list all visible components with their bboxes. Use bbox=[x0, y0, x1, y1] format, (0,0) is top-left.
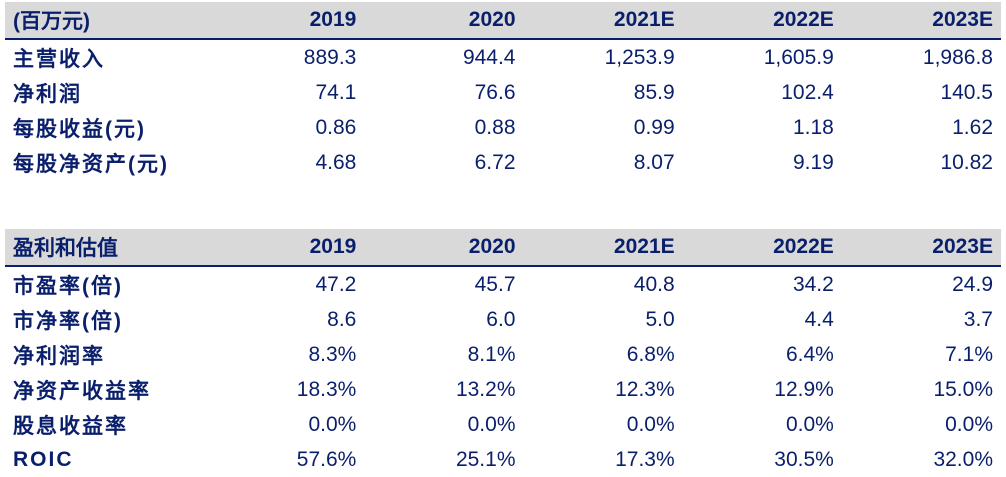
table-cell: 944.4 bbox=[462, 45, 516, 69]
table-row: 股息收益率 0.0% 0.0% 0.0% 0.0% 0.0% bbox=[5, 407, 1001, 442]
header-year-2022e: 2022E bbox=[682, 2, 842, 40]
row-label: 净利润率 bbox=[13, 344, 105, 368]
table-row: 净资产收益率 18.3% 13.2% 12.3% 12.9% 15.0% bbox=[5, 372, 1001, 407]
header-year-2019: 2019 bbox=[205, 229, 365, 267]
financial-forecast-table: (百万元) 2019 2020 2021E 2022E 2023E 主营收入 8… bbox=[5, 2, 1001, 180]
table-cell: 24.9 bbox=[952, 272, 993, 296]
table-row: 市盈率(倍) 47.2 45.7 40.8 34.2 24.9 bbox=[5, 266, 1001, 302]
table-cell: 18.3% bbox=[296, 377, 357, 401]
table-cell: 102.4 bbox=[781, 80, 834, 104]
table-cell: 12.3% bbox=[615, 377, 675, 401]
table-row: 每股收益(元) 0.86 0.88 0.99 1.18 1.62 bbox=[5, 110, 1001, 145]
table-cell: 47.2 bbox=[315, 272, 357, 296]
header-year-2023e: 2023E bbox=[841, 2, 1001, 40]
row-label: 每股收益(元) bbox=[13, 117, 146, 141]
table-cell: 1.18 bbox=[792, 115, 834, 139]
table-cell: 8.07 bbox=[633, 150, 675, 174]
table-cell: 0.88 bbox=[474, 115, 516, 139]
table-cell: 10.82 bbox=[940, 150, 993, 174]
table-cell: 7.1% bbox=[945, 342, 993, 366]
table-cell: 9.19 bbox=[792, 150, 834, 174]
table-cell: 889.3 bbox=[303, 45, 357, 69]
table-cell: 1,605.9 bbox=[763, 45, 834, 69]
table-cell: 25.1% bbox=[455, 447, 516, 471]
table-cell: 0.0% bbox=[467, 412, 516, 436]
table-cell: 40.8 bbox=[633, 272, 675, 296]
row-label: 市盈率(倍) bbox=[13, 274, 123, 298]
table-cell: 0.0% bbox=[626, 412, 675, 436]
table-cell: 1,253.9 bbox=[604, 45, 675, 69]
table-row: 净利润 74.1 76.6 85.9 102.4 140.5 bbox=[5, 75, 1001, 110]
table-cell: 32.0% bbox=[933, 447, 993, 471]
table-cell: 4.4 bbox=[804, 307, 834, 331]
table-cell: 0.0% bbox=[308, 412, 357, 436]
table-cell: 76.6 bbox=[474, 80, 516, 104]
table-cell: 74.1 bbox=[315, 80, 357, 104]
table-cell: 8.1% bbox=[467, 342, 516, 366]
table-cell: 4.68 bbox=[315, 150, 357, 174]
header-year-2019: 2019 bbox=[205, 2, 365, 40]
table-cell: 8.3% bbox=[308, 342, 357, 366]
header-year-2022e: 2022E bbox=[682, 229, 842, 267]
header-unit: (百万元) bbox=[5, 2, 206, 40]
table-cell: 0.86 bbox=[315, 115, 357, 139]
table-cell: 1,986.8 bbox=[922, 45, 993, 69]
table-cell: 3.7 bbox=[963, 307, 993, 331]
table-cell: 6.0 bbox=[486, 307, 516, 331]
table-cell: 0.0% bbox=[785, 412, 834, 436]
table-cell: 12.9% bbox=[774, 377, 834, 401]
table-header-row: (百万元) 2019 2020 2021E 2022E 2023E bbox=[5, 2, 1001, 40]
table-cell: 17.3% bbox=[615, 447, 675, 471]
table-row: 市净率(倍) 8.6 6.0 5.0 4.4 3.7 bbox=[5, 302, 1001, 337]
table-cell: 6.72 bbox=[474, 150, 516, 174]
row-label: 净利润 bbox=[13, 82, 82, 106]
table-cell: 34.2 bbox=[792, 272, 834, 296]
table-cell: 6.4% bbox=[785, 342, 834, 366]
table-cell: 85.9 bbox=[633, 80, 675, 104]
table-cell: 1.62 bbox=[952, 115, 993, 139]
valuation-table: 盈利和估值 2019 2020 2021E 2022E 2023E 市盈率(倍)… bbox=[5, 229, 1001, 477]
header-section-title: 盈利和估值 bbox=[5, 229, 206, 267]
table-header-row: 盈利和估值 2019 2020 2021E 2022E 2023E bbox=[5, 229, 1001, 267]
row-label: ROIC bbox=[13, 447, 74, 471]
header-year-2021e: 2021E bbox=[523, 229, 683, 267]
row-label: 主营收入 bbox=[13, 47, 105, 71]
row-label: 股息收益率 bbox=[13, 414, 128, 438]
table-cell: 15.0% bbox=[933, 377, 993, 401]
table-row: ROIC 57.6% 25.1% 17.3% 30.5% 32.0% bbox=[5, 442, 1001, 477]
table-cell: 140.5 bbox=[940, 80, 993, 104]
table-row: 主营收入 889.3 944.4 1,253.9 1,605.9 1,986.8 bbox=[5, 39, 1001, 75]
table-cell: 57.6% bbox=[296, 447, 357, 471]
table-cell: 6.8% bbox=[626, 342, 675, 366]
header-year-2020: 2020 bbox=[364, 2, 524, 40]
header-year-2020: 2020 bbox=[364, 229, 524, 267]
row-label: 净资产收益率 bbox=[13, 379, 151, 403]
table-row: 净利润率 8.3% 8.1% 6.8% 6.4% 7.1% bbox=[5, 337, 1001, 372]
row-label: 每股净资产(元) bbox=[13, 152, 169, 176]
header-year-2023e: 2023E bbox=[841, 229, 1001, 267]
table-cell: 8.6 bbox=[327, 307, 357, 331]
table-cell: 13.2% bbox=[455, 377, 516, 401]
table-row: 每股净资产(元) 4.68 6.72 8.07 9.19 10.82 bbox=[5, 145, 1001, 180]
row-label: 市净率(倍) bbox=[13, 309, 123, 333]
table-cell: 30.5% bbox=[774, 447, 834, 471]
table-cell: 5.0 bbox=[645, 307, 675, 331]
table-cell: 0.0% bbox=[945, 412, 993, 436]
header-year-2021e: 2021E bbox=[523, 2, 683, 40]
table-cell: 0.99 bbox=[633, 115, 675, 139]
table-cell: 45.7 bbox=[474, 272, 516, 296]
